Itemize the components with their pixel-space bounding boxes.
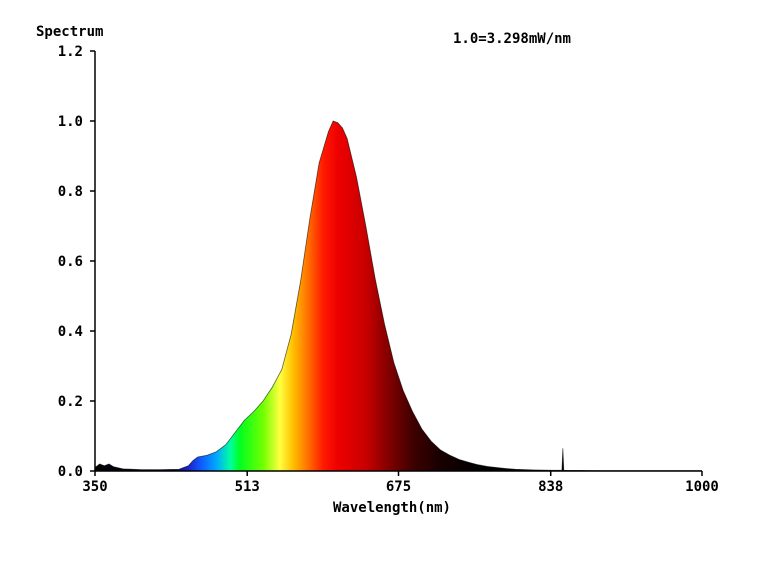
y-tick-label: 0.8 [58,184,83,200]
plot-area [94,120,702,472]
x-tick-label: 675 [386,479,411,495]
x-axis-title: Wavelength(nm) [333,500,451,516]
y-tick-label: 1.0 [58,114,83,130]
spectrum-area-0 [95,121,702,471]
y-tick-label: 0.0 [58,464,83,480]
x-tick-label: 1000 [685,479,719,495]
ticks: 350 513 675 838 1000 0.0 0.2 0.4 0.6 0.8 1.0 1.2 [58,44,719,495]
y-tick-label: 0.2 [58,394,83,410]
spectrum-line-0 [94,120,702,472]
y-tick-label: 0.6 [58,254,83,270]
x-tick-label: 513 [235,479,260,495]
y-tick-label: 1.2 [58,44,83,60]
x-tick-label: 838 [538,479,563,495]
unit-annotation: 1.0=3.298mW/nm [453,31,571,47]
x-tick-label: 350 [82,479,107,495]
y-tick-label: 0.4 [58,324,83,340]
y-axis-title: Spectrum [36,24,103,40]
